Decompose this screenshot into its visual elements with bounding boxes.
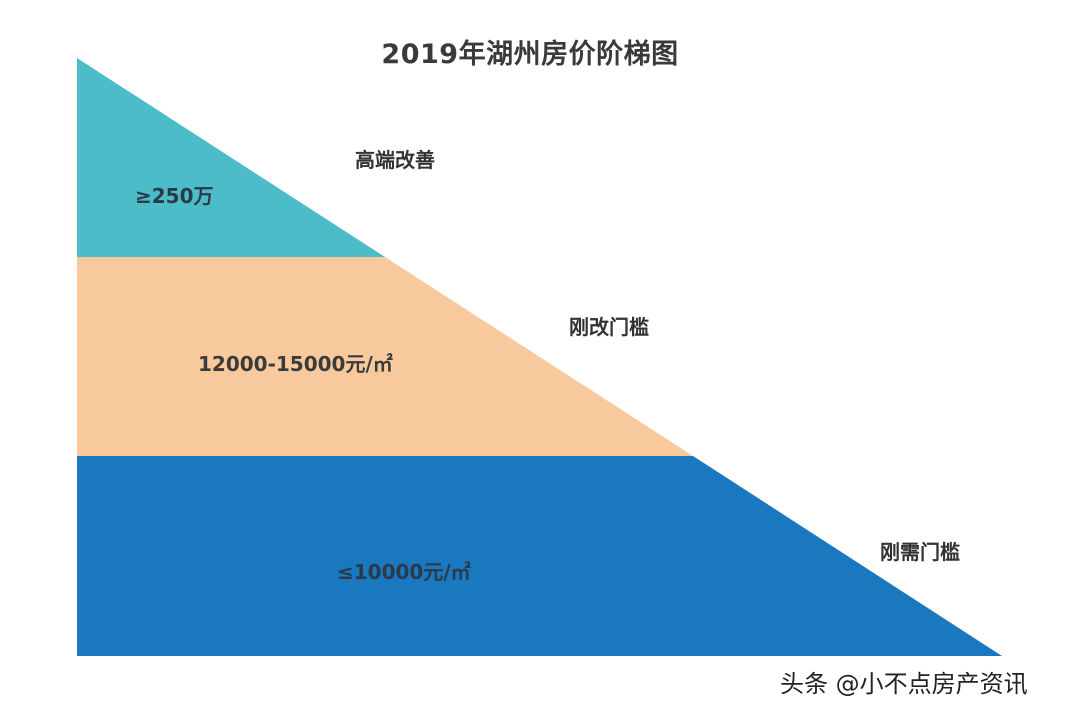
tier-top-band	[77, 58, 385, 257]
watermark: 头条 @小不点房产资讯	[780, 670, 1028, 698]
tier-bottom-category: 刚需门槛	[880, 540, 960, 564]
diagram-title: 2019年湖州房价阶梯图	[381, 39, 679, 70]
tier-bottom-band	[77, 456, 1002, 656]
tier-top-category: 高端改善	[355, 148, 435, 172]
tier-middle-category: 刚改门槛	[569, 315, 649, 339]
tier-top-value: ≥250万	[135, 184, 214, 208]
tier-middle-value: 12000-15000元/㎡	[198, 352, 393, 376]
tier-bottom-value: ≤10000元/㎡	[337, 560, 471, 584]
tier-middle-band	[77, 257, 693, 456]
